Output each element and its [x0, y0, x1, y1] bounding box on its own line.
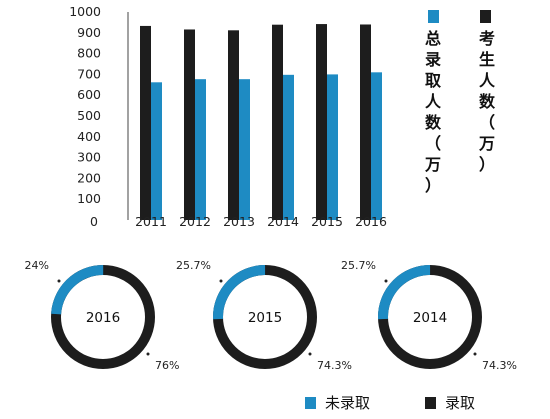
donut-center-label: 2015: [248, 310, 282, 326]
bar-chart: 0 100 200 300 400 500 600 700 800 900 1000 2011 2012…: [69, 4, 496, 229]
donut-center-label: 2014: [413, 310, 447, 326]
y-tick-label: 0: [90, 214, 98, 229]
y-tick-label: 400: [77, 129, 101, 144]
legend-swatch-not-admitted: [305, 397, 316, 409]
donut-label-dot: [219, 279, 223, 283]
donut-pct-admitted: 74.3%: [317, 359, 352, 372]
bar-admitted-2012: [195, 79, 206, 221]
bar-admitted-2015: [327, 74, 338, 221]
donut-label-dot: [308, 352, 312, 356]
y-tick-label: 1000: [69, 4, 101, 19]
bar-admitted-2013: [239, 79, 250, 221]
donut-arc-not-admitted-2014: [378, 265, 482, 369]
x-tick-label: 2012: [179, 214, 211, 229]
bar-admitted-2014: [283, 74, 294, 220]
y-tick-label: 100: [77, 191, 101, 206]
donut-charts: 2016 24% 76% 2015 25.7% 74.3% 2014 25.7% 74.3% 未录…: [25, 259, 517, 412]
y-tick-label: 700: [77, 66, 101, 81]
y-tick-label: 600: [77, 87, 101, 102]
legend-swatch-admitted: [425, 397, 436, 409]
x-tick-label: 2013: [223, 214, 255, 229]
x-tick-label: 2016: [355, 214, 387, 229]
y-tick-label: 900: [77, 25, 101, 40]
donut-arc-not-admitted-2016: [50, 265, 155, 369]
y-tick-label: 300: [77, 150, 101, 165]
donut-pct-not-admitted: 25.7%: [176, 259, 211, 272]
donut-pct-not-admitted: 25.7%: [341, 259, 376, 272]
donut-arc-not-admitted-2015: [213, 265, 317, 369]
legend-swatch-admitted: [428, 10, 439, 23]
bar-admitted-2016: [371, 72, 382, 220]
donut-center-label: 2016: [86, 310, 120, 326]
bar-candidates-2014: [272, 24, 283, 220]
donut-label-dot: [473, 352, 477, 356]
x-tick-label: 2011: [135, 214, 167, 229]
y-tick-label: 800: [77, 46, 101, 61]
bar-candidates-2013: [228, 30, 239, 220]
donut-label-dot: [146, 352, 150, 356]
x-tick-label: 2015: [311, 214, 343, 229]
legend-label-admitted: 总录取人数（万）: [424, 29, 442, 195]
y-tick-label: 500: [77, 108, 101, 123]
bar-admitted-2011: [151, 82, 162, 220]
donut-pct-admitted: 76%: [155, 359, 179, 372]
legend-label-admitted: 录取: [445, 394, 475, 412]
legend-label-not-admitted: 未录取: [325, 394, 370, 412]
y-tick-label: 200: [77, 170, 101, 185]
donut-label-dot: [384, 279, 388, 283]
bar-candidates-2015: [316, 24, 327, 221]
bar-candidates-2012: [184, 29, 195, 220]
bar-candidates-2011: [140, 25, 151, 220]
legend-swatch-candidates: [480, 10, 491, 23]
donut-label-dot: [57, 279, 61, 283]
legend-label-candidates: 考生人数（万）: [478, 29, 496, 174]
bar-candidates-2016: [360, 24, 371, 221]
x-tick-label: 2014: [267, 214, 299, 229]
donut-pct-not-admitted: 24%: [25, 259, 49, 272]
donut-pct-admitted: 74.3%: [482, 359, 517, 372]
